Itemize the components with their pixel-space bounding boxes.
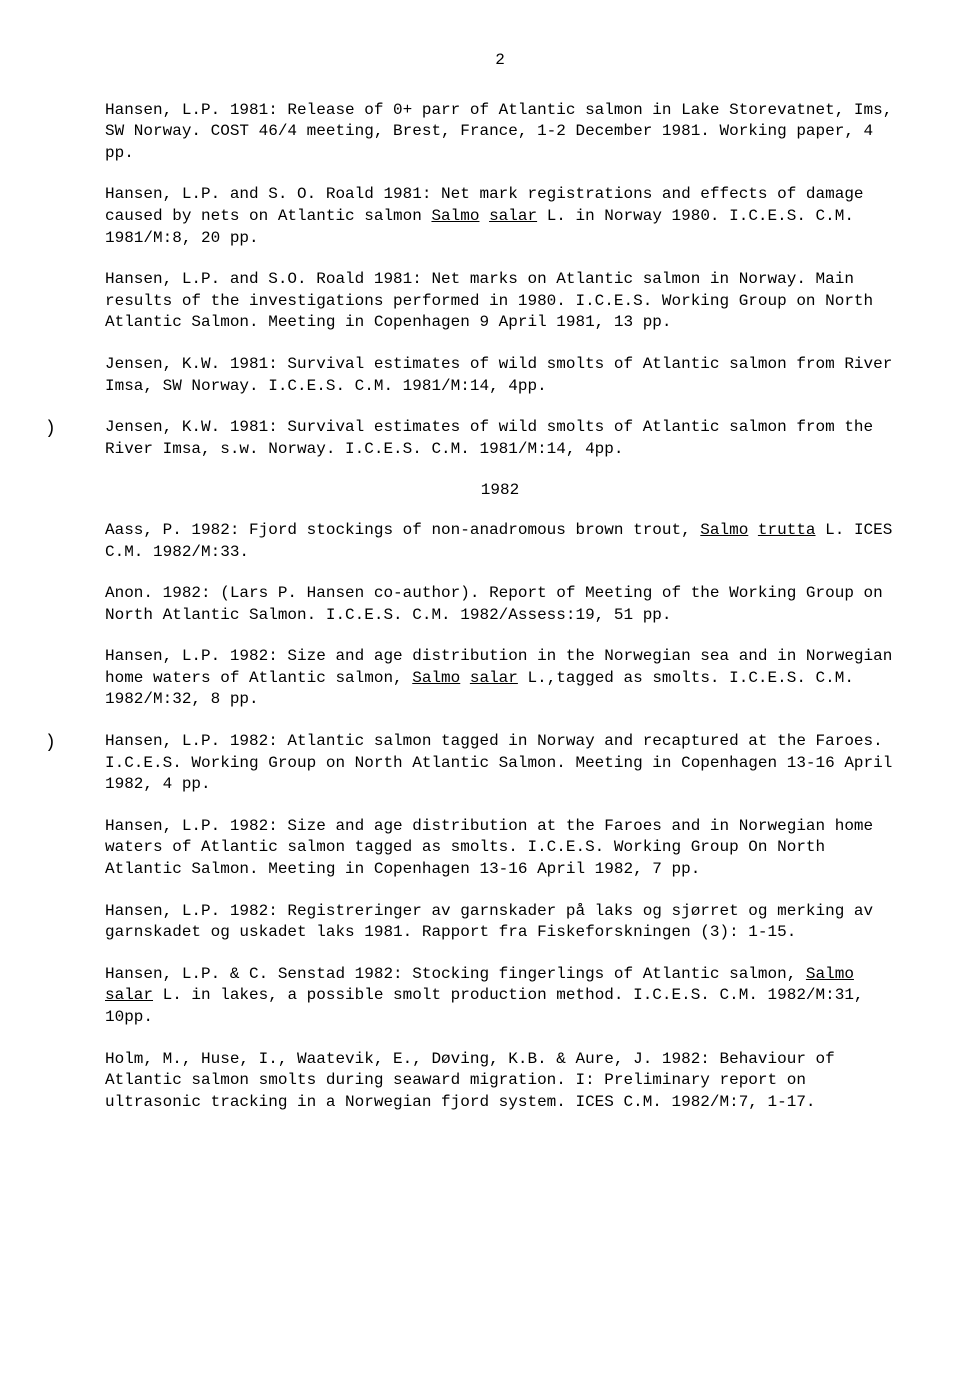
underlined-term: Salmo [431,207,479,225]
entry-text: Hansen, L.P. & C. Senstad 1982: Stocking… [105,965,806,983]
bibliography-entry: Holm, M., Huse, I., Waatevik, E., Døving… [105,1049,895,1114]
underlined-term: Salmo [700,521,748,539]
margin-paren-mark: ) [45,417,56,441]
entry-text: Hansen, L.P. 1982: Atlantic salmon tagge… [105,732,892,793]
entry-text: Holm, M., Huse, I., Waatevik, E., Døving… [105,1050,835,1111]
entry-text: Anon. 1982: (Lars P. Hansen co-author). … [105,584,883,624]
bibliography-entries-2: Aass, P. 1982: Fjord stockings of non-an… [105,520,895,1113]
bibliography-entry: Hansen, L.P. 1981: Release of 0+ parr of… [105,100,895,165]
page-number: 2 [105,50,895,72]
entry-text: Jensen, K.W. 1981: Survival estimates of… [105,418,873,458]
underlined-term: Salmo [806,965,854,983]
entry-text: Jensen, K.W. 1981: Survival estimates of… [105,355,892,395]
entry-text: Hansen, L.P. 1982: Registreringer av gar… [105,902,873,942]
entry-text: Hansen, L.P. and S.O. Roald 1981: Net ma… [105,270,873,331]
year-heading: 1982 [105,480,895,502]
bibliography-entry: Hansen, L.P. 1982: Registreringer av gar… [105,901,895,944]
bibliography-entry: )Hansen, L.P. 1982: Atlantic salmon tagg… [105,731,895,796]
document-page: 2 Hansen, L.P. 1981: Release of 0+ parr … [0,0,960,1373]
underlined-term: salar [470,669,518,687]
bibliography-entry: Aass, P. 1982: Fjord stockings of non-an… [105,520,895,563]
entry-text [748,521,758,539]
margin-paren-mark: ) [45,731,56,755]
underlined-term: Salmo [412,669,460,687]
entry-text: Aass, P. 1982: Fjord stockings of non-an… [105,521,700,539]
bibliography-entry: Anon. 1982: (Lars P. Hansen co-author). … [105,583,895,626]
bibliography-entry: Hansen, L.P. and S. O. Roald 1981: Net m… [105,184,895,249]
underlined-term: trutta [758,521,816,539]
underlined-term: salar [105,986,153,1004]
entry-text [479,207,489,225]
bibliography-entry: Jensen, K.W. 1981: Survival estimates of… [105,354,895,397]
bibliography-entry: Hansen, L.P. & C. Senstad 1982: Stocking… [105,964,895,1029]
bibliography-entry: )Jensen, K.W. 1981: Survival estimates o… [105,417,895,460]
bibliography-entries-1: Hansen, L.P. 1981: Release of 0+ parr of… [105,100,895,461]
entry-text: L. in lakes, a possible smolt production… [105,986,864,1026]
underlined-term: salar [489,207,537,225]
bibliography-entry: Hansen, L.P. 1982: Size and age distribu… [105,646,895,711]
bibliography-entry: Hansen, L.P. and S.O. Roald 1981: Net ma… [105,269,895,334]
entry-text: Hansen, L.P. 1982: Size and age distribu… [105,817,873,878]
bibliography-entry: Hansen, L.P. 1982: Size and age distribu… [105,816,895,881]
entry-text [460,669,470,687]
entry-text: Hansen, L.P. 1981: Release of 0+ parr of… [105,101,892,162]
